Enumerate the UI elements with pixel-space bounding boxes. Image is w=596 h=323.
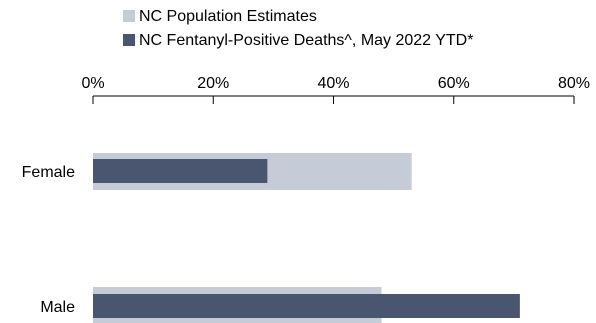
x-tick-label: 80% (558, 75, 590, 92)
x-axis: 0% 20% 40% 60% 80% (81, 75, 590, 104)
x-tick-label: 0% (81, 75, 104, 92)
bar-deaths-female (93, 159, 268, 183)
x-tick-label: 20% (197, 75, 229, 92)
category-label-male: Male (40, 299, 75, 316)
legend-label-2: NC Fentanyl-Positive Deaths^, May 2022 Y… (139, 32, 473, 49)
bars: Female Male (22, 153, 520, 323)
legend-label-1: NC Population Estimates (139, 8, 317, 25)
legend-swatch-1 (123, 10, 135, 22)
legend: NC Population Estimates NC Fentanyl-Posit… (123, 8, 473, 49)
x-tick-label: 60% (438, 75, 470, 92)
category-label-female: Female (22, 164, 75, 181)
legend-swatch-2 (123, 34, 135, 46)
bar-deaths-male (93, 294, 520, 318)
x-tick-label: 40% (317, 75, 349, 92)
